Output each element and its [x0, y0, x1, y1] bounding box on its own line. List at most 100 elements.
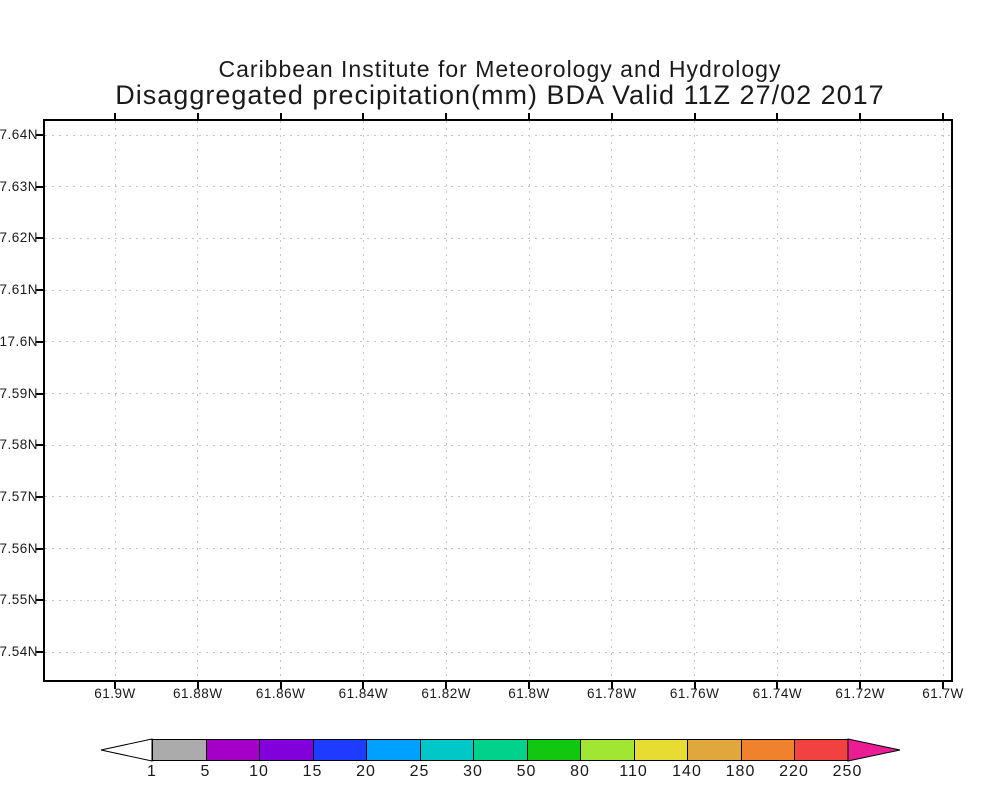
vertical-gridline: [694, 121, 696, 680]
x-axis-tick: [776, 682, 779, 689]
colorbar-segment: [152, 739, 207, 761]
y-axis-tick: [36, 495, 43, 498]
horizontal-gridline: [45, 599, 951, 601]
x-tick-label: 61.82W: [421, 686, 471, 701]
x-axis-top-tick: [196, 113, 199, 119]
y-axis-tick: [36, 392, 43, 395]
x-axis-top-tick: [859, 113, 862, 119]
x-axis-tick: [528, 682, 530, 689]
horizontal-gridline: [45, 134, 951, 136]
x-tick-label: 61.9W: [94, 686, 136, 701]
y-tick-label: 7.59N: [0, 385, 38, 401]
vertical-gridline: [859, 121, 861, 680]
colorbar-level-label: 140: [672, 763, 702, 780]
horizontal-gridline: [45, 186, 951, 188]
colorbar-level-label: 5: [200, 763, 211, 780]
x-axis-top-tick: [776, 113, 779, 119]
y-tick-label: 7.55N: [0, 592, 38, 608]
horizontal-gridline: [45, 341, 951, 343]
horizontal-gridline: [45, 237, 951, 239]
colorbar-segment: [526, 739, 581, 761]
horizontal-gridline: [45, 393, 951, 394]
colorbar-segment: [740, 739, 795, 761]
y-axis-tick: [36, 444, 43, 447]
colorbar-level-label: 25: [409, 763, 430, 780]
colorbar-level-label: 110: [619, 763, 648, 780]
vertical-gridline: [280, 121, 282, 680]
x-axis-tick: [445, 682, 448, 689]
vertical-gridline: [197, 121, 199, 680]
x-tick-label: 61.74W: [752, 686, 803, 701]
vertical-gridline: [942, 121, 944, 680]
y-axis-tick: [36, 340, 43, 343]
x-axis-top-tick: [445, 113, 448, 119]
colorbar-level-label: 250: [832, 763, 863, 780]
vertical-gridline: [362, 121, 364, 680]
x-axis-tick: [279, 682, 282, 689]
colorbar-level-label: 15: [302, 763, 323, 780]
colorbar-level-label: 20: [356, 763, 376, 780]
horizontal-gridline: [45, 496, 951, 498]
y-axis-tick: [36, 289, 43, 292]
y-tick-label: 7.62N: [0, 230, 38, 246]
colorbar-underflow-arrow: [100, 738, 153, 762]
x-tick-label: 61.76W: [669, 686, 720, 701]
colorbar-segment: [580, 739, 635, 761]
colorbar-level-label: 80: [570, 763, 590, 780]
x-axis-top-tick: [610, 113, 613, 119]
vertical-gridline: [445, 121, 447, 680]
y-axis-tick: [36, 599, 43, 602]
x-axis-tick: [942, 682, 944, 689]
y-axis-tick: [36, 651, 43, 653]
y-tick-label: 7.58N: [0, 437, 38, 453]
y-axis-tick: [36, 547, 43, 550]
x-axis-tick: [610, 682, 613, 689]
colorbar-segment: [419, 739, 474, 761]
x-tick-label: 61.84W: [338, 686, 389, 701]
institution-title: Caribbean Institute for Meteorology and …: [218, 56, 782, 82]
x-axis-top-tick: [693, 113, 696, 119]
horizontal-gridline: [45, 651, 951, 653]
colorbar-segment: [259, 739, 314, 761]
x-axis-tick: [693, 682, 696, 689]
x-tick-label: 61.7W: [922, 686, 964, 701]
vertical-gridline: [528, 121, 530, 680]
y-axis-tick: [36, 185, 43, 188]
y-tick-label: 7.64N: [0, 127, 38, 142]
x-axis-tick: [114, 682, 116, 689]
colorbar-level-label: 180: [725, 763, 756, 780]
horizontal-gridline: [45, 444, 951, 446]
y-tick-label: 7.54N: [0, 644, 38, 659]
horizontal-gridline: [45, 548, 951, 550]
x-tick-label: 61.86W: [255, 686, 306, 701]
colorbar-level-label: 50: [516, 763, 537, 780]
colorbar-level-label: 10: [249, 763, 269, 780]
y-tick-label: 7.57N: [0, 488, 38, 504]
colorbar-segment: [794, 739, 849, 761]
colorbar-segment: [205, 739, 260, 761]
horizontal-gridline: [45, 289, 951, 291]
colorbar-segment: [312, 739, 367, 761]
x-tick-label: 61.88W: [173, 686, 223, 701]
x-axis-tick: [362, 682, 365, 689]
map-plot-area: [43, 119, 953, 682]
vertical-gridline: [611, 121, 613, 680]
x-tick-label: 61.72W: [835, 686, 885, 701]
y-tick-label: 7.63N: [0, 178, 38, 194]
y-axis-tick: [36, 134, 43, 136]
x-axis-top-tick: [362, 113, 365, 119]
x-tick-label: 61.78W: [587, 686, 637, 701]
x-axis-tick: [859, 682, 862, 689]
colorbar-segment: [366, 739, 421, 761]
colorbar-segment: [687, 739, 742, 761]
y-axis-tick: [36, 237, 43, 240]
colorbar-segment: [633, 739, 688, 761]
y-tick-label: 7.61N: [0, 282, 38, 298]
y-tick-label: 17.6N: [0, 333, 38, 349]
x-axis-top-tick: [942, 113, 944, 119]
colorbar-overflow-arrow: [847, 738, 900, 762]
colorbar-level-label: 30: [463, 763, 483, 780]
vertical-gridline: [776, 121, 778, 680]
vertical-gridline: [114, 121, 116, 680]
